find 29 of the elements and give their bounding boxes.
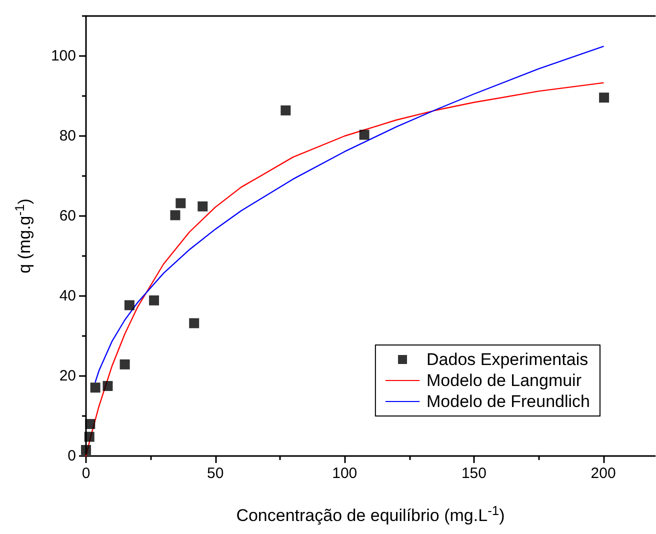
point: [189, 318, 200, 328]
point: [170, 210, 180, 220]
legend-label: Dados Experimentais: [426, 350, 588, 369]
point: [124, 300, 134, 310]
y-tick-label: 0: [68, 448, 76, 464]
point: [359, 130, 370, 140]
x-tick-label: 100: [332, 465, 358, 482]
point: [176, 198, 186, 208]
y-tick-label: 20: [59, 368, 76, 384]
y-tick-label: 80: [59, 128, 76, 144]
point: [198, 201, 208, 212]
x-tick-label: 50: [206, 465, 224, 482]
legend-label: Modelo de Freundlich: [426, 392, 590, 411]
point: [90, 382, 100, 393]
y-axis-title: q (mg.g-1): [12, 198, 34, 274]
legend-label: Modelo de Langmuir: [426, 371, 582, 390]
x-tick-label: 0: [82, 465, 90, 482]
point: [599, 92, 610, 103]
point: [102, 381, 113, 391]
y-tick-label: 60: [59, 208, 76, 224]
point: [120, 359, 130, 370]
point: [149, 295, 160, 306]
x-tick-label: 150: [461, 465, 486, 482]
y-tick-label: 40: [59, 288, 76, 304]
point: [85, 419, 96, 429]
point: [280, 105, 291, 116]
y-tick-label: 100: [50, 48, 76, 64]
point: [84, 432, 94, 442]
x-tick-label: 200: [590, 465, 616, 482]
